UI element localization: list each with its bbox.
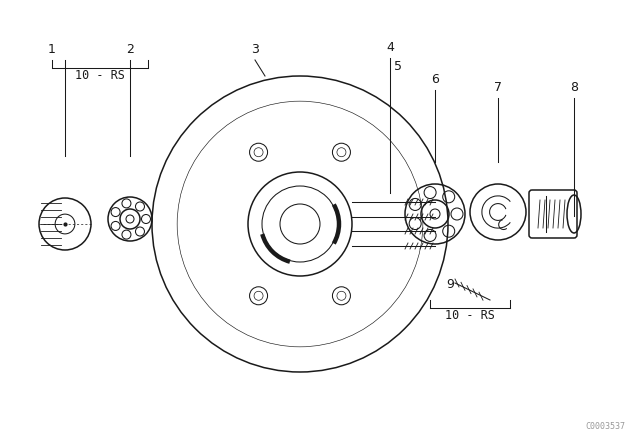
Text: 9: 9 xyxy=(446,278,454,291)
Text: 1: 1 xyxy=(48,43,56,56)
Text: 3: 3 xyxy=(251,43,259,56)
Text: 5: 5 xyxy=(394,60,402,73)
Text: 10 - RS: 10 - RS xyxy=(75,69,125,82)
Text: 7: 7 xyxy=(494,81,502,94)
Text: C0003537: C0003537 xyxy=(585,422,625,431)
Text: 10 - RS: 10 - RS xyxy=(445,309,495,322)
Text: 2: 2 xyxy=(126,43,134,56)
Text: 6: 6 xyxy=(431,73,439,86)
Text: 8: 8 xyxy=(570,81,578,94)
Text: 4: 4 xyxy=(386,41,394,54)
